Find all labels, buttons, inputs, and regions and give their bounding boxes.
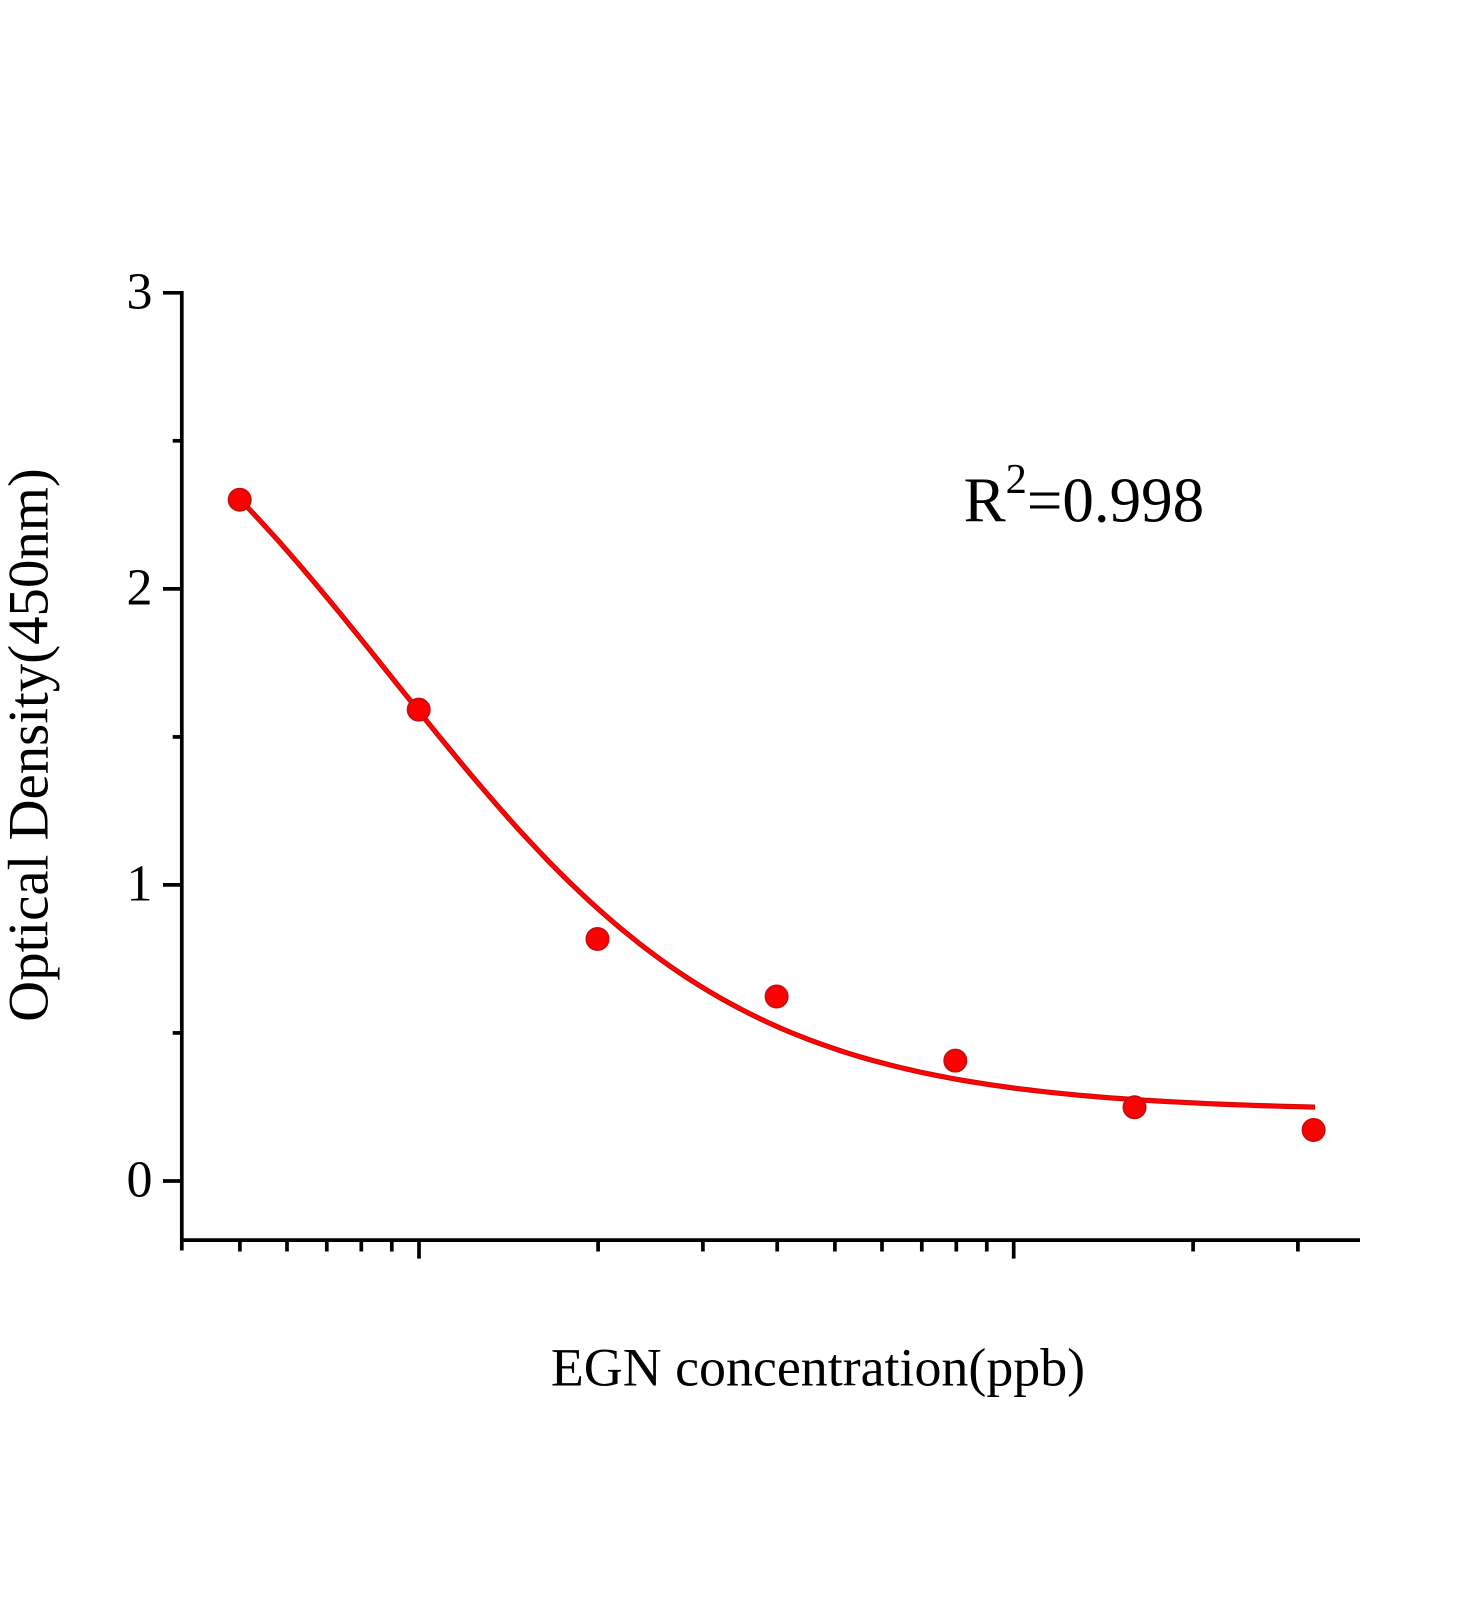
svg-text:Optical Density(450nm): Optical Density(450nm) (0, 468, 61, 1022)
svg-text:R2=0.998: R2=0.998 (964, 456, 1205, 536)
svg-text:2: 2 (127, 559, 153, 616)
svg-text:0: 0 (127, 1152, 153, 1209)
svg-text:3: 3 (127, 263, 153, 320)
svg-text:1: 1 (127, 855, 153, 912)
svg-text:EGN concentration(ppb): EGN concentration(ppb) (551, 1338, 1085, 1398)
